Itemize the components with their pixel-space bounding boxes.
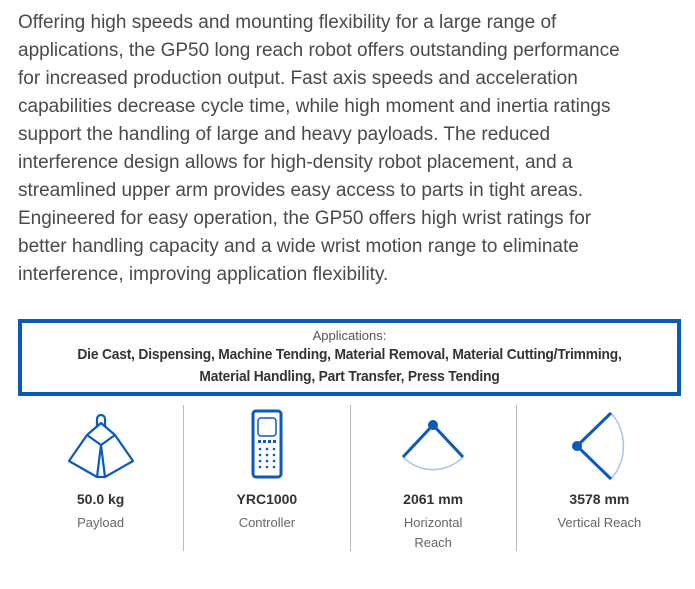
description-line: Engineered for easy operation, the GP50 … bbox=[18, 208, 592, 229]
applications-line: Material Handling, Part Transfer, Press … bbox=[199, 368, 500, 385]
applications-box: Applications: Die Cast, Dispensing, Mach… bbox=[18, 319, 681, 396]
spec-horizontal-reach: 2061 mm Horizontal Reach bbox=[349, 405, 516, 551]
weight-icon bbox=[67, 413, 134, 479]
spec-label: Payload bbox=[77, 515, 125, 530]
product-description: Offering high speeds and mounting flexib… bbox=[18, 9, 688, 289]
spec-label: Vertical Reach bbox=[557, 515, 642, 530]
spec-value: 3578 mm bbox=[569, 491, 630, 507]
spec-label: Controller bbox=[238, 515, 296, 530]
spec-value: YRC1000 bbox=[236, 491, 298, 507]
description-line: Offering high speeds and mounting flexib… bbox=[18, 12, 557, 33]
applications-label: Applications: bbox=[312, 328, 387, 343]
spec-label: Horizontal Reach bbox=[403, 515, 463, 550]
description-line: streamlined upper arm provides easy acce… bbox=[18, 180, 583, 201]
description-line: interference, improving application flex… bbox=[18, 264, 389, 285]
spec-payload: 50.0 kg Payload bbox=[18, 405, 183, 551]
spec-value: 2061 mm bbox=[403, 491, 464, 507]
spec-value: 50.0 kg bbox=[76, 491, 125, 507]
applications-line: Die Cast, Dispensing, Machine Tending, M… bbox=[77, 346, 622, 363]
vertical-reach-icon bbox=[572, 411, 625, 481]
applications-list: Die Cast, Dispensing, Machine Tending, M… bbox=[48, 344, 651, 388]
description-line: better handling capacity and a wide wris… bbox=[18, 236, 579, 257]
description-line: capabilities decrease cycle time, while … bbox=[18, 96, 611, 117]
description-line: interference design allows for high-dens… bbox=[18, 152, 573, 173]
spec-controller: YRC1000 Controller bbox=[183, 405, 349, 551]
spec-vertical-reach: 3578 mm Vertical Reach bbox=[515, 405, 682, 551]
specs-row: 50.0 kg Payload YRC1000 Controller 2061 … bbox=[18, 405, 682, 551]
description-line: applications, the GP50 long reach robot … bbox=[18, 40, 620, 61]
controller-icon bbox=[251, 409, 283, 479]
description-line: for increased production output. Fast ax… bbox=[18, 68, 578, 89]
horizontal-reach-icon bbox=[402, 420, 465, 471]
description-line: support the handling of large and heavy … bbox=[18, 124, 551, 145]
